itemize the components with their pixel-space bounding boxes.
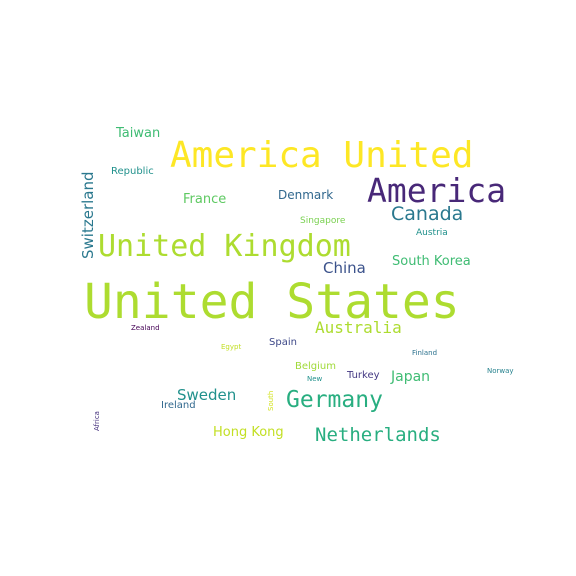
word-denmark: Denmark — [278, 188, 334, 202]
word-finland: Finland — [412, 349, 438, 357]
word-france: France — [183, 192, 227, 207]
word-south-korea: South Korea — [392, 254, 471, 269]
word-taiwan: Taiwan — [116, 126, 161, 141]
word-africa: Africa — [93, 411, 101, 431]
word-egypt: Egypt — [221, 343, 242, 351]
word-america-united: America United — [170, 135, 474, 176]
word-australia: Australia — [315, 318, 402, 337]
word-spain: Spain — [269, 337, 297, 348]
word-united-kingdom: United Kingdom — [98, 229, 351, 264]
word-singapore: Singapore — [300, 216, 346, 226]
word-norway: Norway — [487, 367, 514, 375]
word-zealand: Zealand — [131, 324, 160, 332]
word-switzerland: Switzerland — [79, 171, 97, 260]
word-ireland: Ireland — [161, 400, 196, 411]
word-netherlands: Netherlands — [315, 424, 441, 446]
word-south: South — [267, 390, 275, 411]
word-canada: Canada — [391, 203, 464, 225]
word-belgium: Belgium — [295, 361, 336, 372]
word-united-states: United States — [84, 274, 460, 330]
word-america: America — [367, 171, 507, 210]
word-sweden: Sweden — [177, 386, 237, 404]
word-japan: Japan — [391, 369, 431, 385]
word-republic: Republic — [111, 166, 154, 177]
word-austria: Austria — [416, 228, 448, 238]
word-hong-kong: Hong Kong — [213, 425, 284, 440]
word-new: New — [307, 375, 323, 383]
word-germany: Germany — [286, 387, 383, 413]
word-china: China — [323, 259, 366, 277]
word-turkey: Turkey — [347, 370, 380, 381]
